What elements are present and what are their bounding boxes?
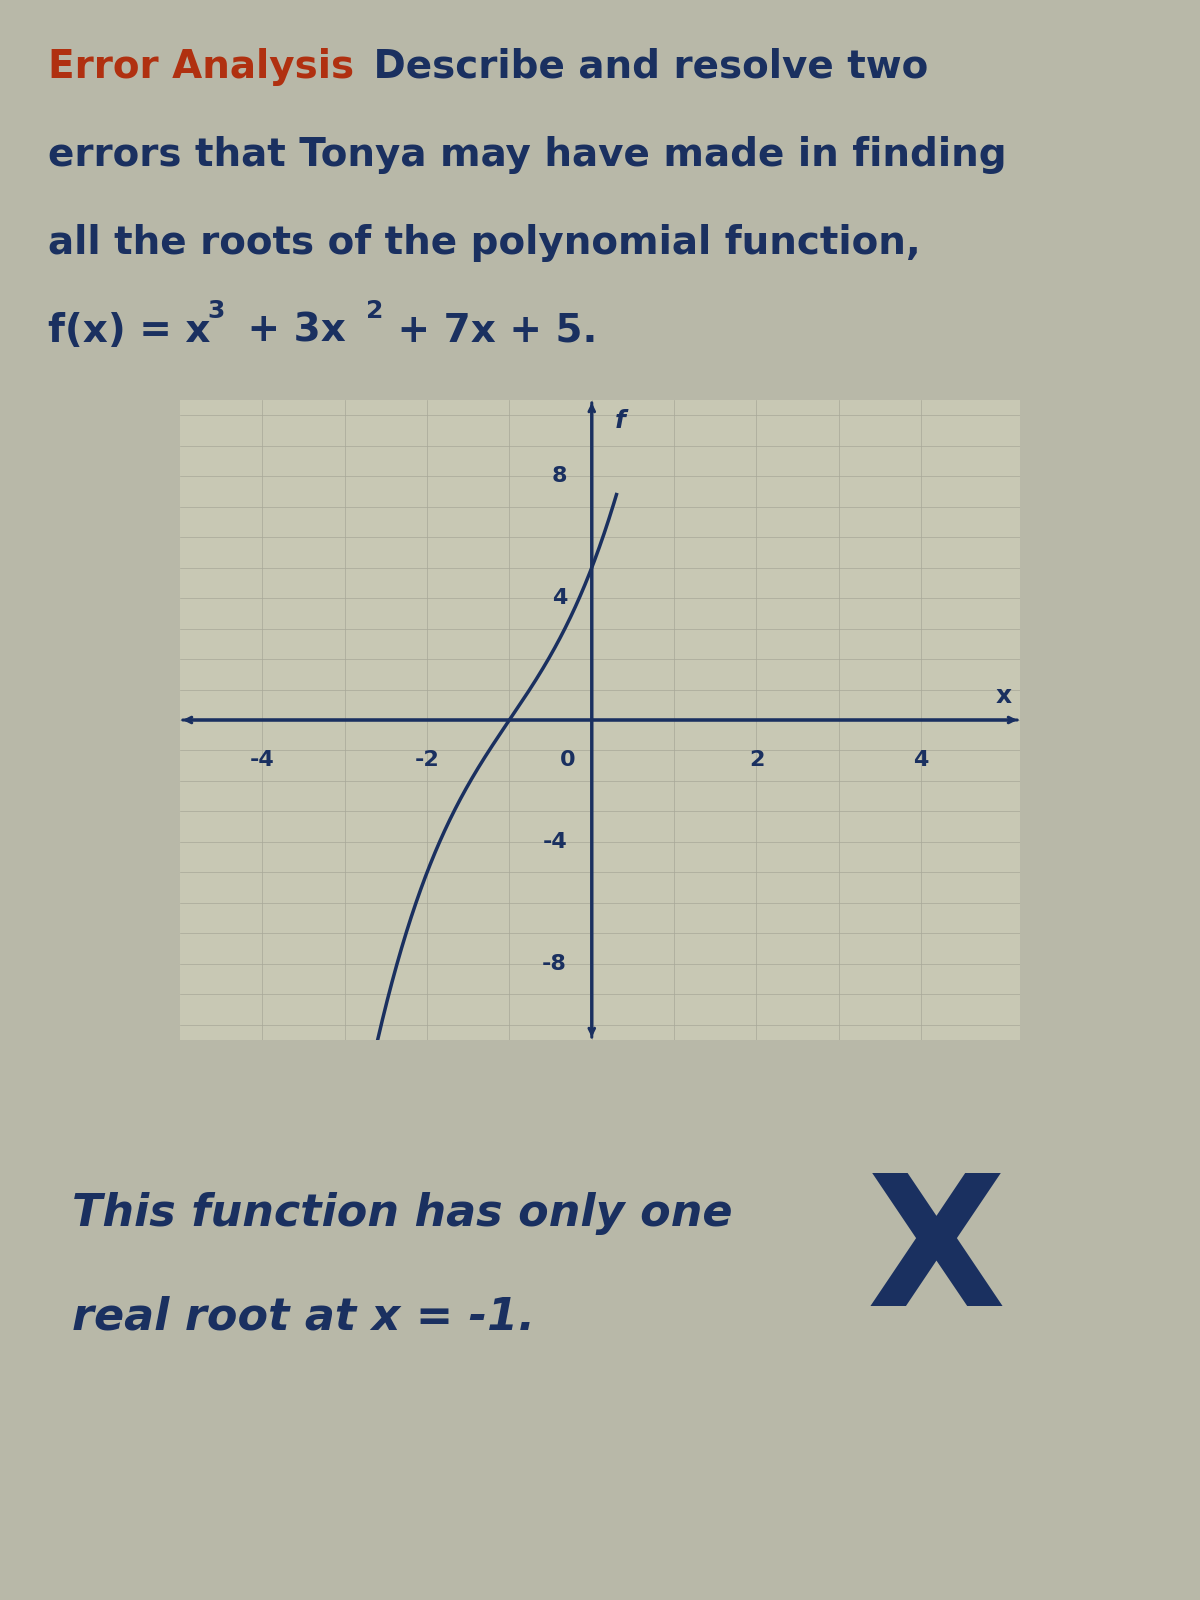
Text: + 3x: + 3x: [234, 312, 346, 350]
Text: X: X: [866, 1168, 1006, 1344]
Text: 2: 2: [366, 299, 383, 323]
Text: 8: 8: [552, 466, 568, 486]
Text: errors that Tonya may have made in finding: errors that Tonya may have made in findi…: [48, 136, 1007, 174]
Text: This function has only one: This function has only one: [72, 1192, 732, 1235]
Text: 2: 2: [749, 750, 764, 771]
Text: x: x: [996, 683, 1012, 707]
Text: -8: -8: [542, 954, 568, 974]
Text: Error Analysis: Error Analysis: [48, 48, 354, 86]
Text: real root at x = -1.: real root at x = -1.: [72, 1296, 535, 1339]
Text: -4: -4: [250, 750, 275, 771]
Text: f: f: [616, 410, 626, 434]
Text: Describe and resolve two: Describe and resolve two: [360, 48, 929, 86]
Text: 4: 4: [913, 750, 929, 771]
Text: all the roots of the polynomial function,: all the roots of the polynomial function…: [48, 224, 920, 262]
Text: + 7x + 5.: + 7x + 5.: [384, 312, 598, 350]
Text: -2: -2: [415, 750, 439, 771]
Text: 4: 4: [552, 589, 568, 608]
Text: 0: 0: [559, 750, 575, 771]
Text: f(x) = x: f(x) = x: [48, 312, 210, 350]
Text: -4: -4: [542, 832, 568, 851]
Text: 3: 3: [208, 299, 224, 323]
